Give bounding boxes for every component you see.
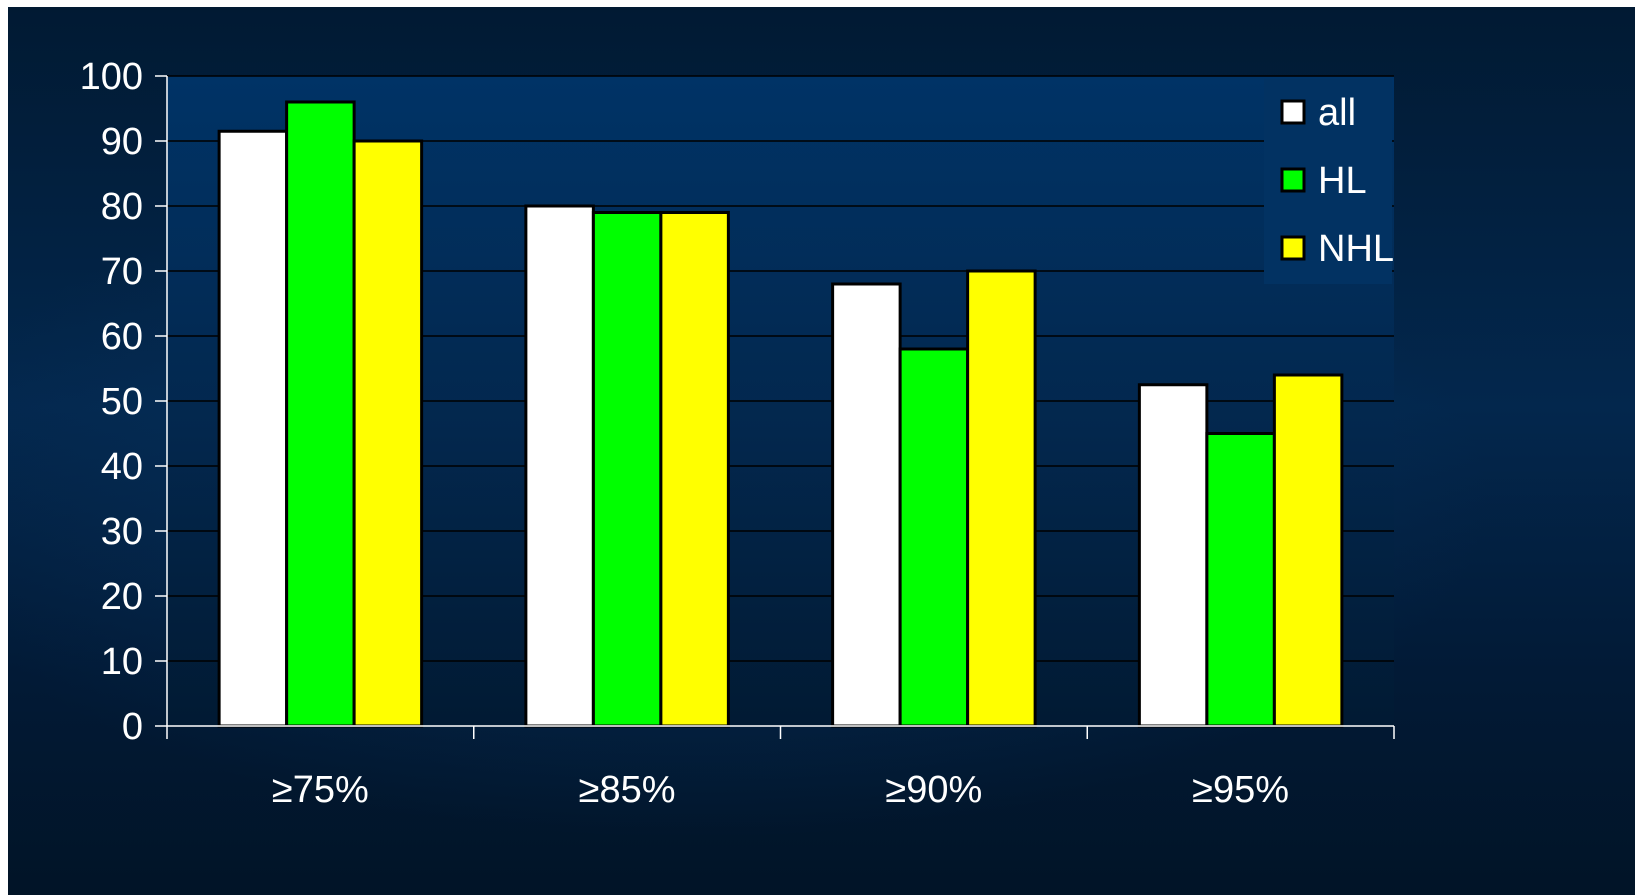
- x-axis-labels: ≥75% ≥85% ≥90% ≥95%: [272, 769, 1289, 811]
- legend-swatch-nhl: [1280, 235, 1306, 261]
- x-category-label: ≥75%: [272, 769, 369, 811]
- y-tick-label: 40: [101, 446, 143, 488]
- y-tick-label: 0: [122, 706, 143, 748]
- bar-hl-3: [898, 347, 970, 728]
- bar-all-1: [217, 129, 289, 728]
- x-category-label: ≥85%: [579, 769, 676, 811]
- bars: [217, 100, 1344, 728]
- y-tick-label: 90: [101, 121, 143, 163]
- y-tick-label: 10: [101, 641, 143, 683]
- legend-label-all: all: [1318, 92, 1356, 134]
- bar-nhl-2: [659, 211, 730, 728]
- bar-nhl-1: [352, 139, 424, 728]
- legend-label-nhl: NHL: [1318, 228, 1394, 270]
- slide-background: 0 10 20 30 40 50 60 70 80 90 100 ≥75% ≥85% ≥90% ≥95% …: [8, 7, 1635, 895]
- y-tick-label: 80: [101, 186, 143, 228]
- bar-all-3: [831, 282, 902, 728]
- y-tick-label: 60: [101, 316, 143, 358]
- bar-all-2: [524, 204, 595, 728]
- x-category-label: ≥90%: [885, 769, 982, 811]
- x-category-label: ≥95%: [1192, 769, 1289, 811]
- legend-swatch-all: [1280, 99, 1306, 125]
- bar-hl-1: [285, 100, 356, 728]
- axes: [166, 76, 1395, 739]
- bar-nhl-4: [1272, 373, 1344, 728]
- y-tick-label: 100: [80, 56, 143, 98]
- bar-hl-2: [591, 211, 663, 728]
- bar-hl-4: [1205, 432, 1276, 728]
- y-tick-label: 70: [101, 251, 143, 293]
- legend-label-hl: HL: [1318, 160, 1367, 202]
- y-tick-label: 30: [101, 511, 143, 553]
- y-axis-ticks: 0 10 20 30 40 50 60 70 80 90 100: [80, 56, 167, 748]
- y-tick-label: 50: [101, 381, 143, 423]
- y-tick-label: 20: [101, 576, 143, 618]
- bar-nhl-3: [966, 269, 1037, 728]
- bar-all-4: [1137, 383, 1209, 728]
- legend: all HL NHL: [1264, 79, 1394, 284]
- legend-swatch-hl: [1280, 167, 1306, 193]
